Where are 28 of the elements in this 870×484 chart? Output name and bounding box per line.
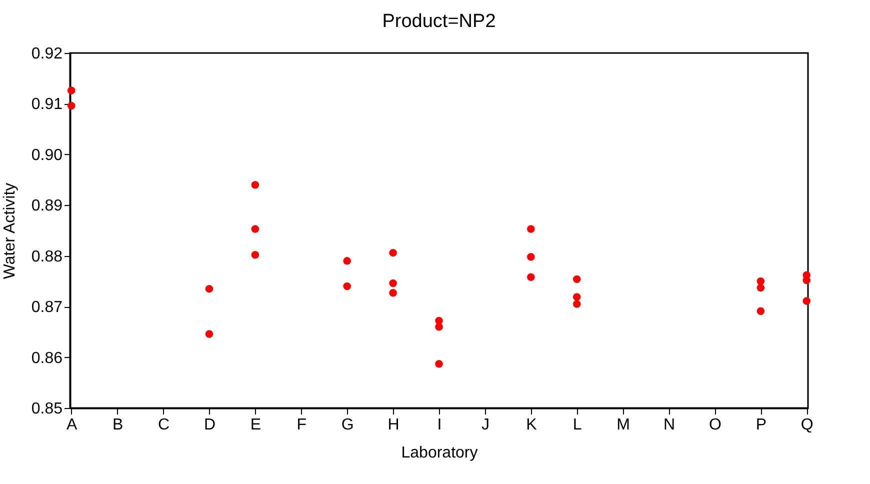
x-tick-label: J — [481, 416, 490, 434]
x-tick-label: I — [437, 416, 442, 434]
chart-title: Product=NP2 — [382, 11, 496, 32]
y-axis-title: Water Activity — [1, 182, 18, 280]
x-tick-label: G — [341, 416, 354, 434]
x-tick-label: A — [66, 416, 78, 434]
x-axis-title: Laboratory — [401, 444, 478, 462]
x-tick-label: O — [708, 416, 722, 434]
x-tick-label: C — [158, 416, 170, 434]
y-tick-label: 0.87 — [31, 299, 63, 316]
x-tick-label: Q — [800, 416, 814, 434]
x-tick-label: D — [204, 416, 216, 434]
x-tick-label: M — [616, 416, 630, 434]
x-tick-label: F — [296, 416, 307, 434]
y-tick-label: 0.86 — [31, 350, 63, 367]
y-tick-label: 0.85 — [31, 400, 63, 418]
y-tick-label: 0.88 — [31, 248, 63, 266]
x-tick-label: H — [388, 416, 400, 434]
x-tick-label: K — [526, 416, 538, 434]
x-tick-label: L — [572, 416, 582, 434]
y-tick-label: 0.91 — [31, 96, 63, 114]
y-tick-label: 0.89 — [31, 198, 63, 215]
x-tick-label: B — [112, 416, 124, 434]
x-tick-label: E — [250, 416, 262, 434]
y-tick-label: 0.92 — [31, 46, 63, 62]
x-tick-label: P — [756, 416, 767, 434]
x-tick-label: N — [663, 416, 676, 434]
y-tick-label: 0.90 — [31, 146, 63, 164]
